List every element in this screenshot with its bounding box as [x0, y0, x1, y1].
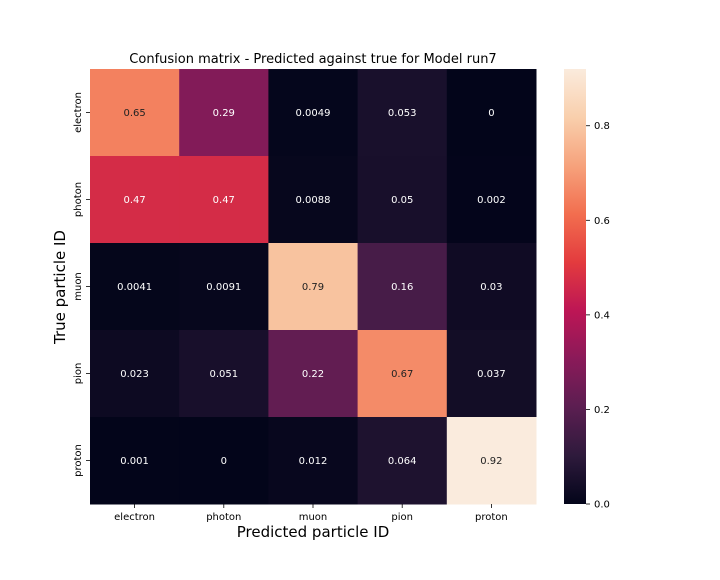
cell-value-label: 0.47 [123, 195, 145, 206]
heatmap-cell [90, 69, 180, 157]
x-tick-label: electron [114, 512, 155, 523]
colorbar-tick-label: 0.4 [594, 310, 610, 321]
cell-value-label: 0.002 [477, 195, 506, 206]
colorbar-tick-label: 0.2 [594, 405, 610, 416]
heatmap-cell [179, 417, 269, 505]
cell-value-label: 0.023 [120, 369, 149, 380]
cell-value-label: 0.29 [213, 108, 235, 119]
heatmap-cell [446, 69, 537, 157]
cell-value-label: 0 [488, 108, 494, 119]
heatmap-cell [90, 156, 180, 244]
cell-value-label: 0.47 [213, 195, 235, 206]
heatmap-cell [90, 330, 180, 418]
cell-value-label: 0.65 [123, 108, 145, 119]
chart-title: Confusion matrix - Predicted against tru… [129, 52, 496, 67]
cell-value-label: 0.05 [391, 195, 413, 206]
heatmap-cell [357, 417, 448, 505]
heatmap-cell [357, 243, 448, 331]
x-axis-ticks: electron photon muon pion proton [114, 504, 508, 523]
y-tick-label: pion [73, 363, 84, 385]
heatmap-cell [90, 243, 180, 331]
cell-value-label: 0.0088 [296, 195, 331, 206]
heatmap-cell [179, 69, 269, 157]
heatmap-cell [268, 156, 359, 244]
heatmap-cell [357, 330, 448, 418]
y-axis-ticks: electron photon muon pion proton [73, 92, 90, 477]
cell-value-label: 0.037 [477, 369, 506, 380]
cell-value-label: 0.0091 [206, 282, 241, 293]
cell-value-label: 0.051 [209, 369, 238, 380]
y-tick-label: electron [73, 92, 84, 133]
colorbar-tick-label: 0.8 [594, 121, 610, 132]
heatmap-cell [268, 330, 359, 418]
y-axis-label: True particle ID [51, 230, 69, 345]
y-tick-label: proton [73, 444, 84, 477]
heatmap-cell [357, 69, 448, 157]
cell-value-label: 0.79 [302, 282, 324, 293]
heatmap-cell [446, 330, 537, 418]
x-tick-label: muon [299, 512, 328, 523]
colorbar-tick-label: 0.6 [594, 216, 610, 227]
cell-value-label: 0.92 [480, 456, 502, 467]
heatmap-cell [446, 417, 537, 505]
x-axis-label: Predicted particle ID [237, 523, 390, 541]
heatmap-cell [446, 243, 537, 331]
heatmap-cells [90, 69, 537, 505]
x-tick-label: proton [475, 512, 508, 523]
cell-value-label: 0.0049 [296, 108, 331, 119]
cell-value-label: 0.064 [388, 456, 417, 467]
heatmap-cell [179, 243, 269, 331]
cell-value-label: 0.053 [388, 108, 417, 119]
heatmap-cell [357, 156, 448, 244]
x-tick-label: pion [391, 512, 413, 523]
cell-value-label: 0.03 [480, 282, 502, 293]
cell-value-label: 0.22 [302, 369, 324, 380]
cell-value-label: 0.012 [299, 456, 328, 467]
y-tick-label: muon [73, 272, 84, 301]
colorbar-tick-label: 0.0 [594, 500, 610, 511]
heatmap-cell [268, 243, 359, 331]
cell-value-label: 0.0041 [117, 282, 152, 293]
y-tick-label: photon [73, 182, 84, 217]
cell-value-label: 0.001 [120, 456, 149, 467]
heatmap-cell [268, 417, 359, 505]
heatmap-cell-labels: 0.65 0.29 0.0049 0.053 0 0.47 0.47 0.0088 0.05 0.… [117, 108, 506, 467]
cell-value-label: 0.16 [391, 282, 413, 293]
heatmap-cell [179, 156, 269, 244]
cell-value-label: 0.67 [391, 369, 413, 380]
colorbar-ticks: 0.0 0.2 0.4 0.6 0.8 [586, 121, 610, 511]
x-tick-label: photon [206, 512, 241, 523]
heatmap-cell [268, 69, 359, 157]
colorbar [564, 69, 586, 504]
heatmap-cell [90, 417, 180, 505]
heatmap-cell [179, 330, 269, 418]
heatmap-cell [446, 156, 537, 244]
cell-value-label: 0 [221, 456, 227, 467]
